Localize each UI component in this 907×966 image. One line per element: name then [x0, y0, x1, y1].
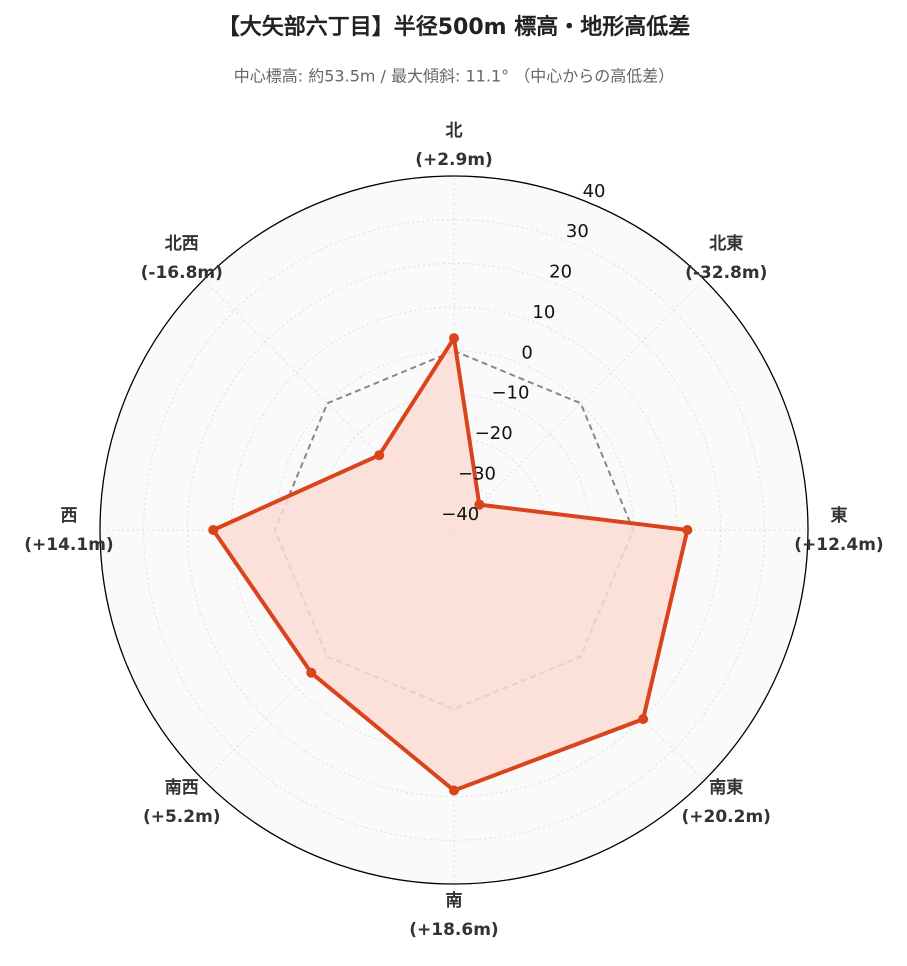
category-label: 西 [61, 506, 78, 526]
y-tick-label: 40 [583, 181, 606, 202]
value-label: (+5.2m) [143, 807, 221, 827]
chart-title: 【大矢部六丁目】半径500m 標高・地形高低差 [218, 14, 691, 40]
y-tick-label: −40 [441, 504, 479, 525]
baseline-line [273, 349, 635, 711]
data-point [208, 525, 219, 535]
category-label: 北東 [709, 233, 743, 254]
data-point [374, 450, 385, 461]
category-label: 南西 [165, 777, 199, 798]
y-tick-label: 30 [566, 221, 589, 242]
y-tick-label: −30 [458, 463, 496, 484]
value-label: (+2.9m) [415, 150, 493, 170]
value-label: (+20.2m) [682, 807, 771, 827]
data-point [449, 333, 459, 344]
data-point [306, 667, 317, 678]
value-label: (+12.4m) [794, 535, 883, 555]
grid-spoke [203, 279, 455, 531]
data-point [449, 785, 459, 796]
value-label: (-16.8m) [141, 263, 223, 283]
plot-border [99, 175, 809, 885]
series-area [213, 338, 688, 791]
value-label: (-32.8m) [685, 263, 767, 283]
y-tick-label: 20 [549, 262, 572, 283]
y-tick-label: −10 [491, 383, 529, 404]
data-point [474, 499, 485, 510]
value-label: (+14.1m) [24, 535, 113, 555]
y-tick-label: 0 [521, 342, 532, 363]
chart-subtitle: 中心標高: 約53.5m / 最大傾斜: 11.1° （中心からの高低差） [234, 67, 674, 86]
category-label: 南東 [709, 777, 743, 798]
grid-spoke [453, 279, 705, 531]
y-tick-label: 10 [532, 302, 555, 323]
category-label: 北 [446, 121, 463, 141]
data-point [638, 714, 649, 725]
value-label: (+18.6m) [409, 920, 498, 940]
category-label: 北西 [165, 234, 199, 254]
y-tick-label: −20 [475, 423, 513, 444]
data-point [682, 525, 693, 535]
category-label: 南 [446, 890, 463, 911]
category-label: 東 [831, 505, 848, 526]
